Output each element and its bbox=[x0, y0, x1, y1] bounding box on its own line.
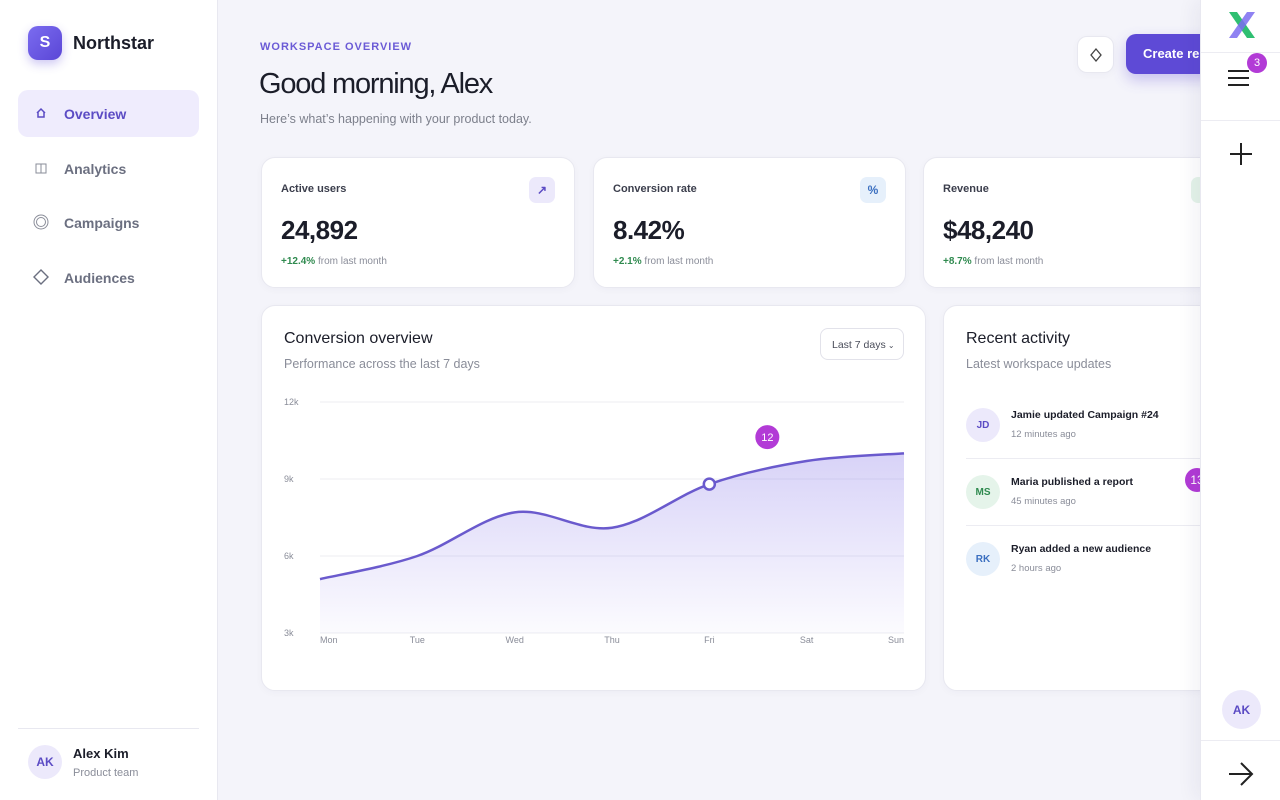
avatar: MS bbox=[966, 475, 1000, 509]
point-marker bbox=[702, 477, 717, 491]
stat-card: Conversion rate % 8.42% +2.1% from last … bbox=[593, 157, 906, 288]
chart-card: Conversion overview Performance across t… bbox=[261, 305, 926, 691]
y-tick-label: 6k bbox=[284, 551, 294, 561]
stat-change: +8.7% from last month bbox=[943, 256, 1043, 267]
divider bbox=[1201, 120, 1280, 121]
nav-item[interactable]: Campaigns bbox=[18, 199, 199, 246]
activity-subtitle: Latest workspace updates bbox=[966, 357, 1112, 371]
activity-time: 12 minutes ago bbox=[1011, 429, 1076, 440]
badge: 3 bbox=[1247, 53, 1267, 73]
note: from last month bbox=[317, 256, 387, 267]
activity-text: Ryan added a new audience bbox=[1011, 543, 1152, 555]
stat-change: +12.4% from last month bbox=[281, 256, 387, 267]
stat-label: Active users bbox=[281, 183, 347, 195]
nav-item[interactable]: Audiences bbox=[18, 254, 199, 301]
icon bbox=[33, 269, 49, 285]
icon bbox=[33, 214, 49, 230]
brand: Northstar bbox=[73, 33, 155, 53]
page-subtitle: Here’s what’s happening with your produc… bbox=[260, 112, 532, 126]
y-tick-label: 9k bbox=[284, 474, 294, 484]
chart-subtitle: Performance across the last 7 days bbox=[284, 357, 480, 371]
right-rail: 3 AK bbox=[1200, 0, 1280, 800]
user-role: Product team bbox=[73, 767, 139, 779]
x-tick-label: Fri bbox=[704, 635, 715, 645]
annotation-badge bbox=[755, 425, 780, 450]
divider bbox=[966, 525, 1266, 526]
line bbox=[319, 452, 905, 581]
nav-item[interactable]: Analytics bbox=[18, 145, 199, 192]
rail-logo bbox=[1229, 12, 1255, 38]
x-tick-label: Thu bbox=[604, 635, 620, 645]
y-tick-label: 12k bbox=[284, 397, 299, 407]
stat-value: $48,240 bbox=[943, 215, 1034, 245]
stat-card: Revenue $48,240 +8.7% from last month bbox=[923, 157, 1237, 288]
activity-title: Recent activity bbox=[966, 330, 1071, 347]
stat-value: 8.42% bbox=[613, 215, 685, 245]
eyebrow: WORKSPACE OVERVIEW bbox=[260, 41, 413, 53]
nav-label: Analytics bbox=[64, 160, 127, 177]
activity-text: Jamie updated Campaign #24 bbox=[1011, 409, 1159, 421]
user-avatar[interactable]: AK bbox=[1222, 690, 1261, 729]
x-tick-label: Sat bbox=[800, 635, 814, 645]
stat-label: Conversion rate bbox=[613, 183, 697, 195]
range-select[interactable]: Last 7 days ⌄ bbox=[820, 328, 904, 360]
range-label: Last 7 days bbox=[832, 339, 886, 351]
change: +2.1% bbox=[613, 256, 642, 267]
stat-label: Revenue bbox=[943, 183, 989, 195]
divider bbox=[1201, 52, 1280, 53]
activity-text: Maria published a report bbox=[1011, 476, 1133, 488]
stat-icon: % bbox=[860, 177, 886, 203]
stat-change: +2.1% from last month bbox=[613, 256, 713, 267]
logo[interactable]: S bbox=[28, 26, 62, 60]
user-name: Alex Kim bbox=[73, 746, 129, 761]
line-chart: 3k 6k 9k 12k Mon Tue Wed Thu Fri Sat Sun 12 bbox=[284, 397, 905, 645]
annotation: 12 bbox=[761, 432, 773, 444]
activity-time: 2 hours ago bbox=[1011, 563, 1062, 574]
x-tick-label: Wed bbox=[505, 635, 523, 645]
x-tick-label: Sun bbox=[888, 635, 904, 645]
activity-time: 45 minutes ago bbox=[1011, 496, 1076, 507]
divider bbox=[966, 458, 1266, 459]
area bbox=[320, 453, 904, 633]
chart-title: Conversion overview bbox=[284, 330, 433, 347]
icon bbox=[36, 107, 46, 118]
x-tick-label: Tue bbox=[410, 635, 425, 645]
menu-icon[interactable] bbox=[1227, 68, 1257, 88]
change: +8.7% bbox=[943, 256, 972, 267]
sidebar: S Northstar Overview Analytics Campaigns… bbox=[0, 0, 218, 800]
nav-label: Campaigns bbox=[64, 214, 140, 231]
arrow-icon[interactable] bbox=[1228, 762, 1254, 786]
x-tick-label: Mon bbox=[320, 635, 338, 645]
nav-label: Audiences bbox=[64, 269, 135, 286]
page-title: Good morning, Alex bbox=[259, 68, 493, 100]
stat-value: 24,892 bbox=[281, 215, 358, 245]
user-avatar[interactable]: AK bbox=[28, 745, 62, 779]
divider bbox=[1201, 740, 1280, 741]
avatar: JD bbox=[966, 408, 1000, 442]
change: +12.4% bbox=[281, 256, 316, 267]
icon bbox=[35, 163, 47, 174]
add-icon[interactable] bbox=[1230, 143, 1252, 165]
note: from last month bbox=[644, 256, 714, 267]
avatar: RK bbox=[966, 542, 1000, 576]
nav-item[interactable]: Overview bbox=[18, 90, 199, 137]
note: from last month bbox=[974, 256, 1044, 267]
stat-icon: ↗ bbox=[529, 177, 555, 203]
stat-card: Active users ↗ 24,892 +12.4% from last m… bbox=[261, 157, 575, 288]
divider bbox=[18, 728, 199, 729]
icon-button[interactable] bbox=[1077, 36, 1114, 73]
y-tick-label: 3k bbox=[284, 628, 294, 638]
nav-label: Overview bbox=[64, 105, 127, 122]
